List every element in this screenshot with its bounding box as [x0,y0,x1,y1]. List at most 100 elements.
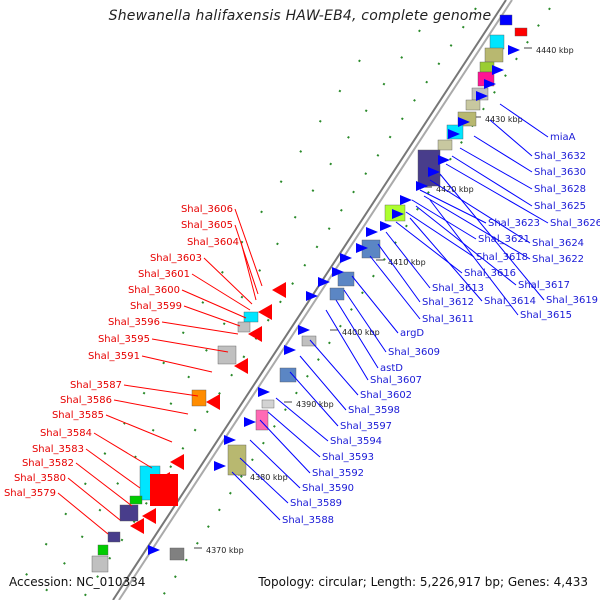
forward-gene-arrow [298,325,310,335]
label-leader-line [445,163,549,224]
label-leader-line [234,208,263,287]
reverse-gene-arrow [130,518,144,534]
label-leader-line [267,411,321,458]
label-leader-line [429,199,519,316]
label-leader-line [473,135,533,173]
gene-label-forward: Shal_3630 [534,167,586,178]
gene-label-forward: Shal_3613 [432,283,484,294]
label-leader-line [113,399,189,415]
label-leader-line [335,299,379,369]
label-leader-line [405,211,475,258]
gene-feature [484,47,504,63]
forward-gene-arrow [416,181,428,191]
gene-feature [237,321,251,333]
kbp-tick-label: 4440 kbp [536,46,574,55]
kbp-tick-label: 4370 kbp [206,546,244,555]
forward-gene-arrow [400,195,412,205]
label-leader-line [309,339,359,396]
forward-gene-arrow [306,291,318,301]
label-leader-line [85,448,141,489]
gene-label-forward: argD [400,328,424,339]
gene-label-reverse: Shal_3580 [14,473,66,484]
forward-gene-arrow [340,253,352,263]
gene-feature [279,367,297,383]
gene-label-reverse: Shal_3595 [98,334,150,345]
gene-feature [337,271,355,287]
forward-gene-arrow [332,267,344,277]
gene-label-forward: Shal_3592 [312,468,364,479]
label-leader-line [75,462,133,507]
gene-label-forward: Shal_3602 [360,390,412,401]
label-leader-line [141,355,213,373]
label-leader-line [377,243,421,303]
reverse-gene-arrow [272,282,286,298]
kbp-tick-label: 4390 kbp [296,400,334,409]
gene-label-forward: Shal_3593 [322,452,374,463]
label-leader-line [57,492,109,535]
forward-gene-arrow [508,45,520,55]
forward-gene-arrow [484,79,496,89]
forward-gene-arrow [258,387,270,397]
gene-label-forward: Shal_3588 [282,515,334,526]
figure-title: Shewanella halifaxensis HAW-EB4, complet… [108,8,492,24]
gene-label-forward: Shal_3625 [534,201,586,212]
kbp-tick-label: 4420 kbp [436,185,474,194]
gene-label-forward: Shal_3607 [370,375,422,386]
gene-label-forward: Shal_3628 [534,184,586,195]
label-leader-line [239,457,289,504]
label-leader-line [240,241,257,301]
label-leader-line [289,371,339,427]
gene-feature [217,345,237,365]
label-leader-line [105,414,173,443]
label-leader-line [459,147,533,190]
label-leader-line [299,355,347,411]
gene-feature [514,27,528,37]
label-leader-line [423,195,531,260]
forward-gene-arrow [284,345,296,355]
gene-label-forward: Shal_3623 [488,218,540,229]
accession-text: Accession: NC_010334 [9,575,146,589]
gene-feature [499,14,513,26]
backbone-line [118,0,513,600]
gene-label-forward: Shal_3619 [546,295,598,306]
gene-label-forward: Shal_3597 [340,421,392,432]
reverse-gene-arrow [170,454,184,470]
label-leader-line [231,471,281,521]
gene-label-forward: Shal_3622 [532,254,584,265]
backbone-line [112,0,507,600]
label-leader-line [161,321,239,335]
gene-label-forward: Shal_3594 [330,436,382,447]
label-leader-line [123,384,199,397]
gene-feature [129,495,143,505]
label-leader-line [395,221,463,274]
label-leader-line [259,419,311,474]
kbp-tick-label: 4410 kbp [388,258,426,267]
forward-gene-arrow [366,227,378,237]
reverse-gene-arrow [206,394,220,410]
forward-gene-arrow [148,545,160,555]
gene-label-forward: Shal_3624 [532,238,584,249]
gene-label-forward: Shal_3598 [348,405,400,416]
gene-label-reverse: Shal_3601 [138,269,190,280]
label-leader-line [181,289,247,319]
label-leader-line [275,397,329,442]
forward-gene-arrow [458,117,470,127]
gene-label-reverse: Shal_3582 [22,458,74,469]
gene-label-forward: Shal_3621 [478,234,530,245]
gc-dot-track [39,29,421,600]
forward-gene-arrow [392,209,404,219]
gene-label-forward: Shal_3618 [476,252,528,263]
forward-gene-arrow [224,435,236,445]
label-leader-line [343,289,387,353]
forward-gene-arrow [428,167,440,177]
label-leader-line [489,119,533,157]
gene-feature [107,531,121,543]
kbp-tick-label: 4400 kbp [342,328,380,337]
label-leader-line [325,309,369,381]
gene-feature [301,335,317,347]
gene-feature [119,504,139,522]
forward-gene-arrow [438,155,450,165]
forward-gene-arrow [318,277,330,287]
gene-label-reverse: Shal_3587 [70,380,122,391]
forward-gene-arrow [244,417,256,427]
